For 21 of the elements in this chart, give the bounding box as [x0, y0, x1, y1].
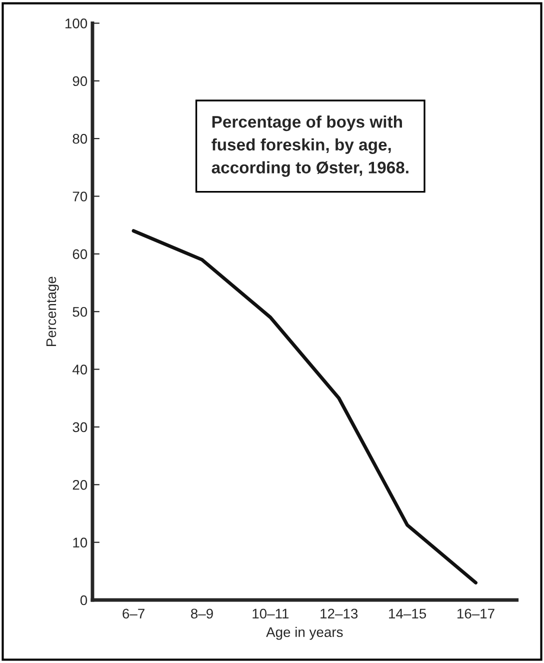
x-tick-label: 12–13 — [320, 608, 358, 619]
annotation: Percentage of boys with fused foreskin, by age, according to Øster, 1968. — [212, 115, 408, 177]
y-tick-label: 90 — [72, 76, 88, 86]
y-tick-label: 50 — [72, 306, 88, 317]
y-tick-label: 80 — [72, 134, 88, 144]
y-tick-label: 60 — [72, 249, 88, 260]
x-tick-label: 6–7 — [122, 608, 144, 619]
x-tick-label: 16–17 — [457, 608, 494, 619]
y-tick-label: 70 — [72, 192, 88, 202]
y-tick-label: 10 — [73, 538, 88, 548]
x-axis-title: Age in years — [266, 626, 343, 640]
line-series — [132, 229, 478, 584]
y-tick-label: 20 — [72, 480, 88, 490]
y-tick-label: 0 — [80, 595, 88, 606]
x-tick-label: 10–11 — [252, 608, 289, 619]
y-axis-title: Percentage — [46, 276, 59, 346]
y-tick-label: 40 — [72, 364, 88, 374]
x-tick-label: 8–9 — [191, 608, 213, 619]
x-tick-label: 14–15 — [389, 608, 426, 619]
y-tick-label: 30 — [72, 422, 88, 432]
y-tick-label: 100 — [66, 18, 88, 28]
